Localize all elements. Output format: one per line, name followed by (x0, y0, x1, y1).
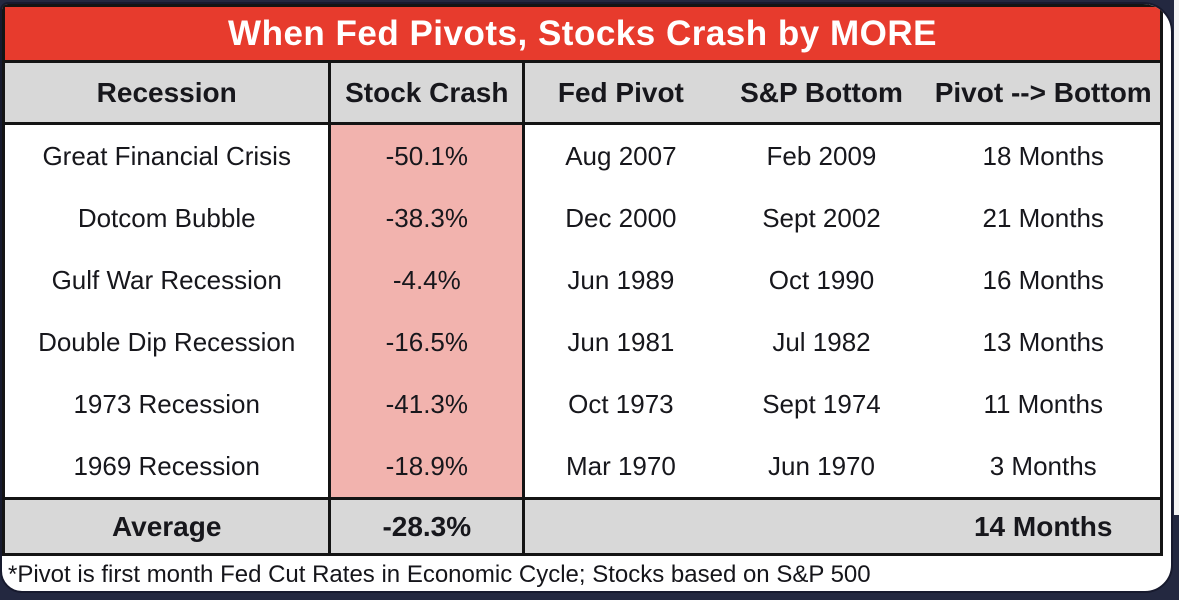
cell-average-pivot-to-bottom: 14 Months (926, 497, 1162, 556)
cell-average-fed-pivot (523, 497, 717, 556)
cell-recession: Gulf War Recession (3, 249, 330, 311)
cell-average-sp-bottom (716, 497, 927, 556)
cell-pivot-to-bottom: 16 Months (926, 249, 1162, 311)
cell-pivot-to-bottom: 11 Months (926, 373, 1162, 435)
cell-fed-pivot: Jun 1981 (523, 311, 717, 373)
table-row: Double Dip Recession -16.5% Jun 1981 Jul… (3, 311, 1162, 373)
cell-recession: Double Dip Recession (3, 311, 330, 373)
table-card: When Fed Pivots, Stocks Crash by MORE Re… (0, 2, 1173, 593)
cell-sp-bottom: Jun 1970 (716, 435, 927, 499)
cell-stock-crash: -41.3% (328, 373, 526, 435)
cell-pivot-to-bottom: 21 Months (926, 187, 1162, 249)
cell-fed-pivot: Aug 2007 (523, 123, 717, 187)
table-row: 1973 Recession -41.3% Oct 1973 Sept 1974… (3, 373, 1162, 435)
table-row: Great Financial Crisis -50.1% Aug 2007 F… (3, 123, 1162, 187)
header-row: Recession Stock Crash Fed Pivot S&P Bott… (3, 61, 1162, 125)
header-cell-recession: Recession (3, 61, 330, 125)
cell-stock-crash: -38.3% (328, 187, 526, 249)
header-cell-pivot-to-bottom: Pivot --> Bottom (926, 61, 1162, 125)
cell-pivot-to-bottom: 3 Months (926, 435, 1162, 499)
table-body: When Fed Pivots, Stocks Crash by MORE Re… (3, 5, 1162, 499)
cell-sp-bottom: Jul 1982 (716, 311, 927, 373)
cell-sp-bottom: Sept 1974 (716, 373, 927, 435)
cell-fed-pivot: Oct 1973 (523, 373, 717, 435)
cell-fed-pivot: Mar 1970 (523, 435, 717, 499)
table-row: 1969 Recession -18.9% Mar 1970 Jun 1970 … (3, 435, 1162, 499)
footnote: *Pivot is first month Fed Cut Rates in E… (8, 561, 871, 588)
header-cell-fed-pivot: Fed Pivot (523, 61, 717, 125)
cell-stock-crash: -4.4% (328, 249, 526, 311)
header-cell-stock-crash: Stock Crash (328, 61, 526, 125)
fed-pivot-table: When Fed Pivots, Stocks Crash by MORE Re… (2, 4, 1163, 556)
cell-recession: 1973 Recession (3, 373, 330, 435)
title-bar: When Fed Pivots, Stocks Crash by MORE (3, 5, 1162, 63)
cell-sp-bottom: Oct 1990 (716, 249, 927, 311)
cell-pivot-to-bottom: 13 Months (926, 311, 1162, 373)
table-row: Dotcom Bubble -38.3% Dec 2000 Sept 2002 … (3, 187, 1162, 249)
cell-sp-bottom: Sept 2002 (716, 187, 927, 249)
table-row: Gulf War Recession -4.4% Jun 1989 Oct 19… (3, 249, 1162, 311)
cell-average-stock-crash: -28.3% (328, 497, 526, 556)
cell-sp-bottom: Feb 2009 (716, 123, 927, 187)
cell-recession: Great Financial Crisis (3, 123, 330, 187)
cell-fed-pivot: Jun 1989 (523, 249, 717, 311)
page-title: When Fed Pivots, Stocks Crash by MORE (3, 5, 1162, 63)
cell-fed-pivot: Dec 2000 (523, 187, 717, 249)
average-section: Average -28.3% 14 Months (3, 497, 1162, 556)
right-edge-strip (1174, 0, 1179, 515)
cell-stock-crash: -50.1% (328, 123, 526, 187)
cell-stock-crash: -16.5% (328, 311, 526, 373)
header-cell-sp-bottom: S&P Bottom (716, 61, 927, 125)
average-row: Average -28.3% 14 Months (3, 497, 1162, 556)
cell-pivot-to-bottom: 18 Months (926, 123, 1162, 187)
cell-recession: Dotcom Bubble (3, 187, 330, 249)
cell-average-label: Average (3, 497, 330, 556)
cell-recession: 1969 Recession (3, 435, 330, 499)
cell-stock-crash: -18.9% (328, 435, 526, 499)
